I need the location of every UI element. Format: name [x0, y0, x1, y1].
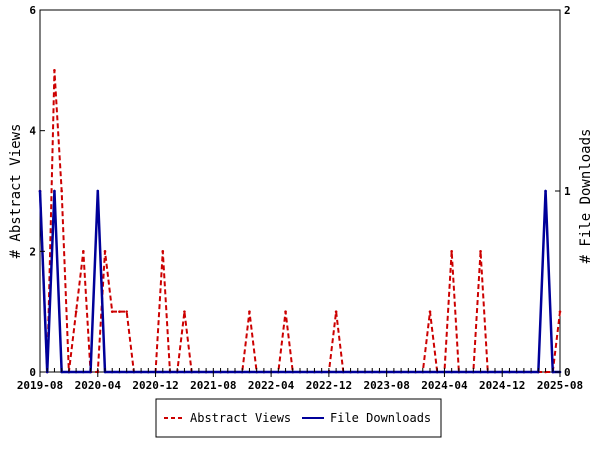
- data-point-abstract-views: [284, 310, 287, 313]
- x-tick-label: 2020-04: [75, 379, 122, 392]
- data-point-file-downloads: [53, 189, 56, 193]
- y-right-tick-label: 2: [564, 4, 571, 17]
- x-tick-label: 2020-12: [132, 379, 178, 392]
- x-tick-label: 2023-08: [363, 379, 409, 392]
- data-point-abstract-views: [450, 250, 453, 253]
- legend-box: [155, 398, 442, 438]
- legend-file-downloads-label: File Downloads: [330, 411, 431, 425]
- y-axis-left: 0 2 4 6: [29, 4, 45, 379]
- data-point-file-downloads: [38, 189, 42, 193]
- x-tick-label: 2021-08: [190, 379, 236, 392]
- x-tick-label: 2024-12: [479, 379, 525, 392]
- data-point-abstract-views: [103, 250, 107, 253]
- data-point-file-downloads: [544, 189, 547, 193]
- data-point-abstract-views: [334, 310, 338, 313]
- legend: Abstract Views File Downloads: [155, 398, 442, 438]
- data-point-abstract-views: [183, 310, 186, 313]
- y-left-tick-label: 2: [29, 245, 36, 258]
- x-tick-label: 2025-08: [537, 379, 583, 392]
- x-tick-label: 2024-04: [421, 379, 468, 392]
- data-point-abstract-views: [74, 310, 78, 313]
- x-tick-label: 2022-12: [306, 379, 352, 392]
- y-axis-left-title: # Abstract Views: [8, 124, 24, 259]
- data-point-abstract-views: [161, 250, 165, 253]
- y-right-tick-label: 0: [564, 366, 571, 379]
- data-point-abstract-views: [53, 69, 56, 72]
- legend-abstract-views-label: Abstract Views: [190, 411, 291, 425]
- data-point-abstract-views: [428, 310, 432, 313]
- data-point-abstract-views: [60, 189, 63, 193]
- data-point-abstract-views: [110, 310, 114, 313]
- y-left-tick-label: 0: [29, 366, 36, 379]
- data-point-abstract-views: [82, 250, 85, 253]
- data-point-abstract-views: [248, 310, 251, 313]
- y-axis-right: 0 1 2: [555, 4, 571, 379]
- x-axis: 2019-08 2020-04 2020-12 2021-08 2022-04 2022-…: [17, 368, 583, 392]
- y-axis-right-title: # File Downloads: [578, 129, 594, 264]
- data-point-abstract-views: [479, 250, 482, 253]
- x-tick-label: 2019-08: [17, 379, 63, 392]
- data-point-abstract-views: [558, 310, 562, 313]
- plot-frame: [39, 9, 561, 373]
- y-right-tick-label: 1: [564, 185, 571, 198]
- data-point-abstract-views: [118, 310, 121, 313]
- y-left-tick-label: 6: [29, 4, 36, 17]
- data-point-abstract-views: [125, 310, 128, 313]
- y-left-tick-label: 4: [29, 125, 36, 138]
- x-tick-label: 2022-04: [248, 379, 295, 392]
- data-point-file-downloads: [96, 189, 100, 193]
